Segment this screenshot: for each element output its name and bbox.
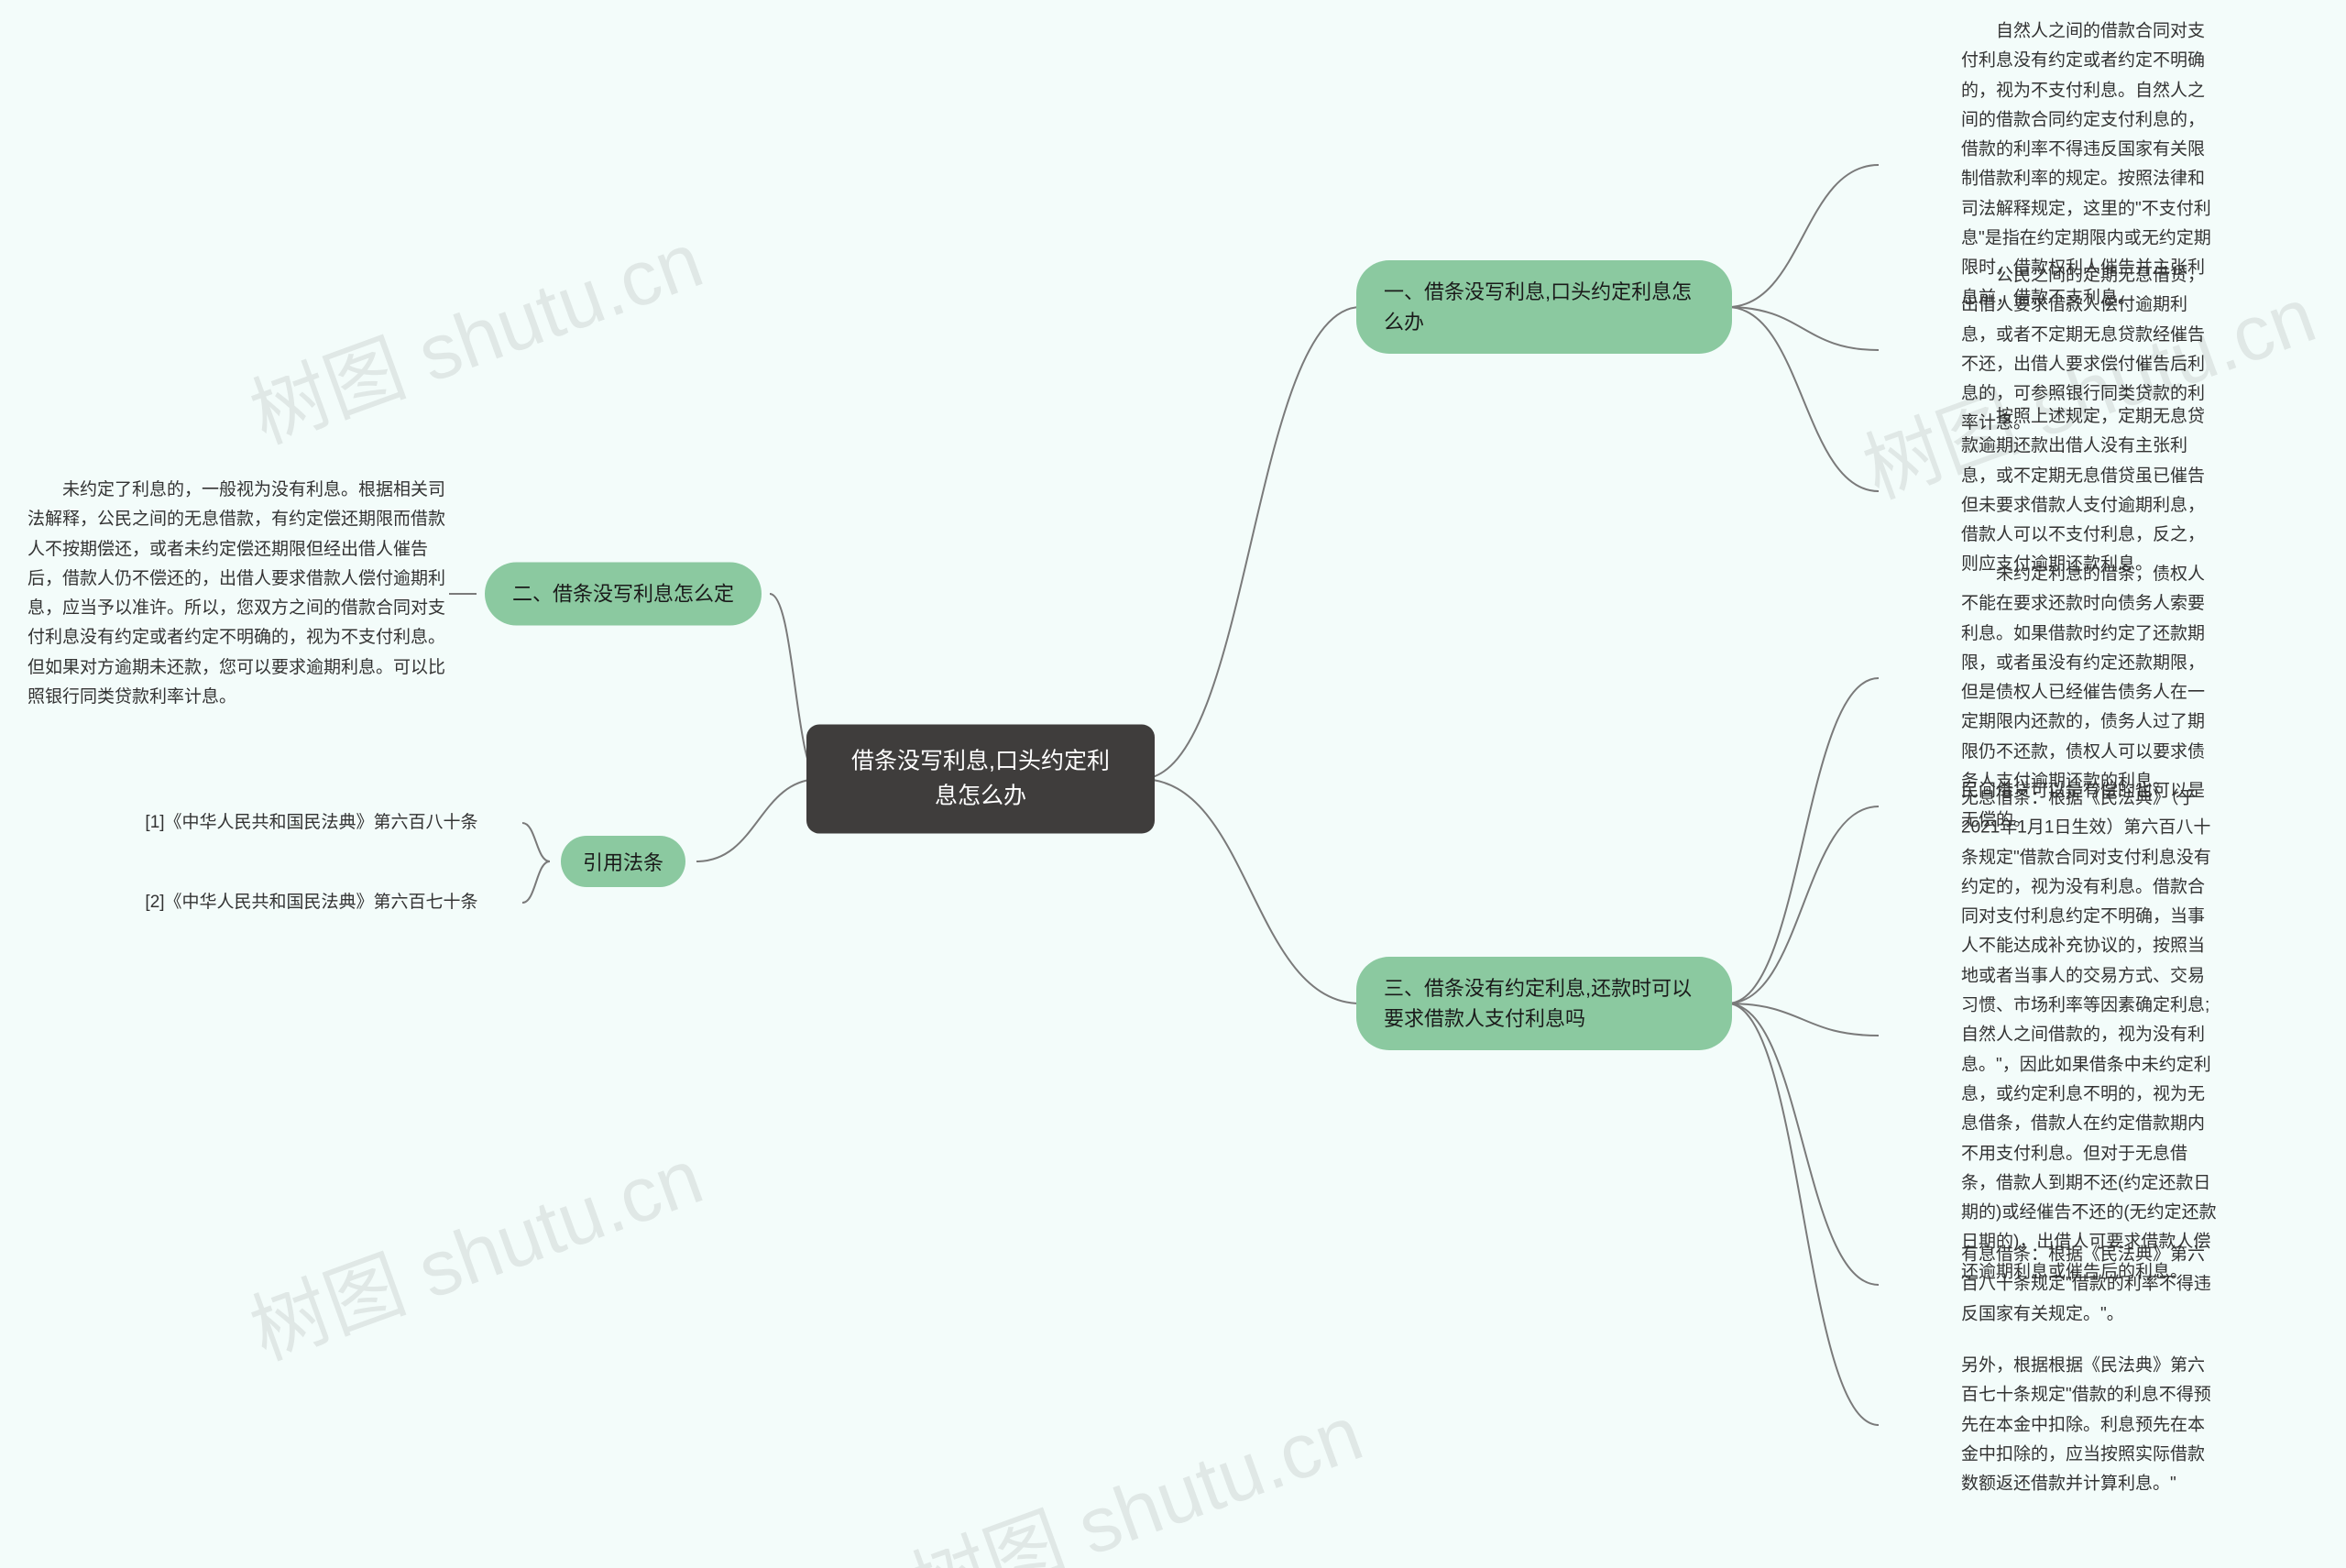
leaf-b4l1: [1]《中华人民共和国民法典》第六百八十条 bbox=[145, 808, 477, 838]
leaf-b3l1: 未约定利息的借条，债权人不能在要求还款时向债务人索要利息。如果借款时约定了还款期… bbox=[1961, 560, 2218, 796]
watermark: 树图 shutu.cn bbox=[233, 198, 715, 466]
watermark: 树图 shutu.cn bbox=[233, 1114, 715, 1382]
branch-b4[interactable]: 引用法条 bbox=[561, 836, 685, 887]
leaf-b4l2-text: [2]《中华人民共和国民法典》第六百七十条 bbox=[145, 888, 477, 917]
leaf-b3l4-text: 有息借条：根据《民法典》第六百八十条规定"借款的利率不得违反国家有关规定。"。 bbox=[1961, 1245, 2211, 1324]
branch-b3-text: 三、借条没有约定利息,还款时可以要求借款人支付利息吗 bbox=[1384, 977, 1692, 1030]
leaf-b3l4: 有息借条：根据《民法典》第六百八十条规定"借款的利率不得违反国家有关规定。"。 bbox=[1961, 1241, 2218, 1330]
leaf-b4l1-text: [1]《中华人民共和国民法典》第六百八十条 bbox=[145, 808, 477, 838]
branch-b2[interactable]: 二、借条没写利息怎么定 bbox=[485, 563, 762, 626]
leaf-b3l3: 无息借条：根据《民法典》（于2021年1月1日生效）第六百八十条规定"借款合同对… bbox=[1961, 784, 2218, 1287]
leaf-b1l3-text: 按照上述规定，定期无息贷款逾期还款出借人没有主张利息，或不定期无息借贷虽已催告但… bbox=[1961, 407, 2205, 574]
branch-b1[interactable]: 一、借条没写利息,口头约定利息怎么办 bbox=[1356, 260, 1732, 354]
mindmap-root[interactable]: 借条没写利息,口头约定利息怎么办 bbox=[806, 725, 1155, 834]
branch-b2-text: 二、借条没写利息怎么定 bbox=[512, 583, 734, 606]
leaf-b4l2: [2]《中华人民共和国民法典》第六百七十条 bbox=[145, 888, 477, 917]
branch-b4-text: 引用法条 bbox=[583, 851, 663, 874]
branch-b3[interactable]: 三、借条没有约定利息,还款时可以要求借款人支付利息吗 bbox=[1356, 957, 1732, 1050]
leaf-b3l5-text: 另外，根据根据《民法典》第六百七十条规定"借款的利息不得预先在本金中扣除。利息预… bbox=[1961, 1355, 2211, 1493]
leaf-b3l5: 另外，根据根据《民法典》第六百七十条规定"借款的利息不得预先在本金中扣除。利息预… bbox=[1961, 1351, 2218, 1498]
leaf-b3l1-text: 未约定利息的借条，债权人不能在要求还款时向债务人索要利息。如果借款时约定了还款期… bbox=[1961, 565, 2205, 791]
leaf-b3l3-text: 无息借条：根据《民法典》（于2021年1月1日生效）第六百八十条规定"借款合同对… bbox=[1961, 788, 2217, 1281]
leaf-b2l1: 未约定了利息的，一般视为没有利息。根据相关司法解释，公民之间的无息借款，有约定偿… bbox=[27, 476, 449, 712]
watermark: 树图 shutu.cn bbox=[893, 1371, 1375, 1568]
branch-b1-text: 一、借条没写利息,口头约定利息怎么办 bbox=[1384, 280, 1692, 334]
leaf-b1l3: 按照上述规定，定期无息贷款逾期还款出借人没有主张利息，或不定期无息借贷虽已催告但… bbox=[1961, 402, 2218, 580]
leaf-b2l1-text: 未约定了利息的，一般视为没有利息。根据相关司法解释，公民之间的无息借款，有约定偿… bbox=[27, 480, 445, 707]
root-text: 借条没写利息,口头约定利息怎么办 bbox=[851, 749, 1110, 809]
